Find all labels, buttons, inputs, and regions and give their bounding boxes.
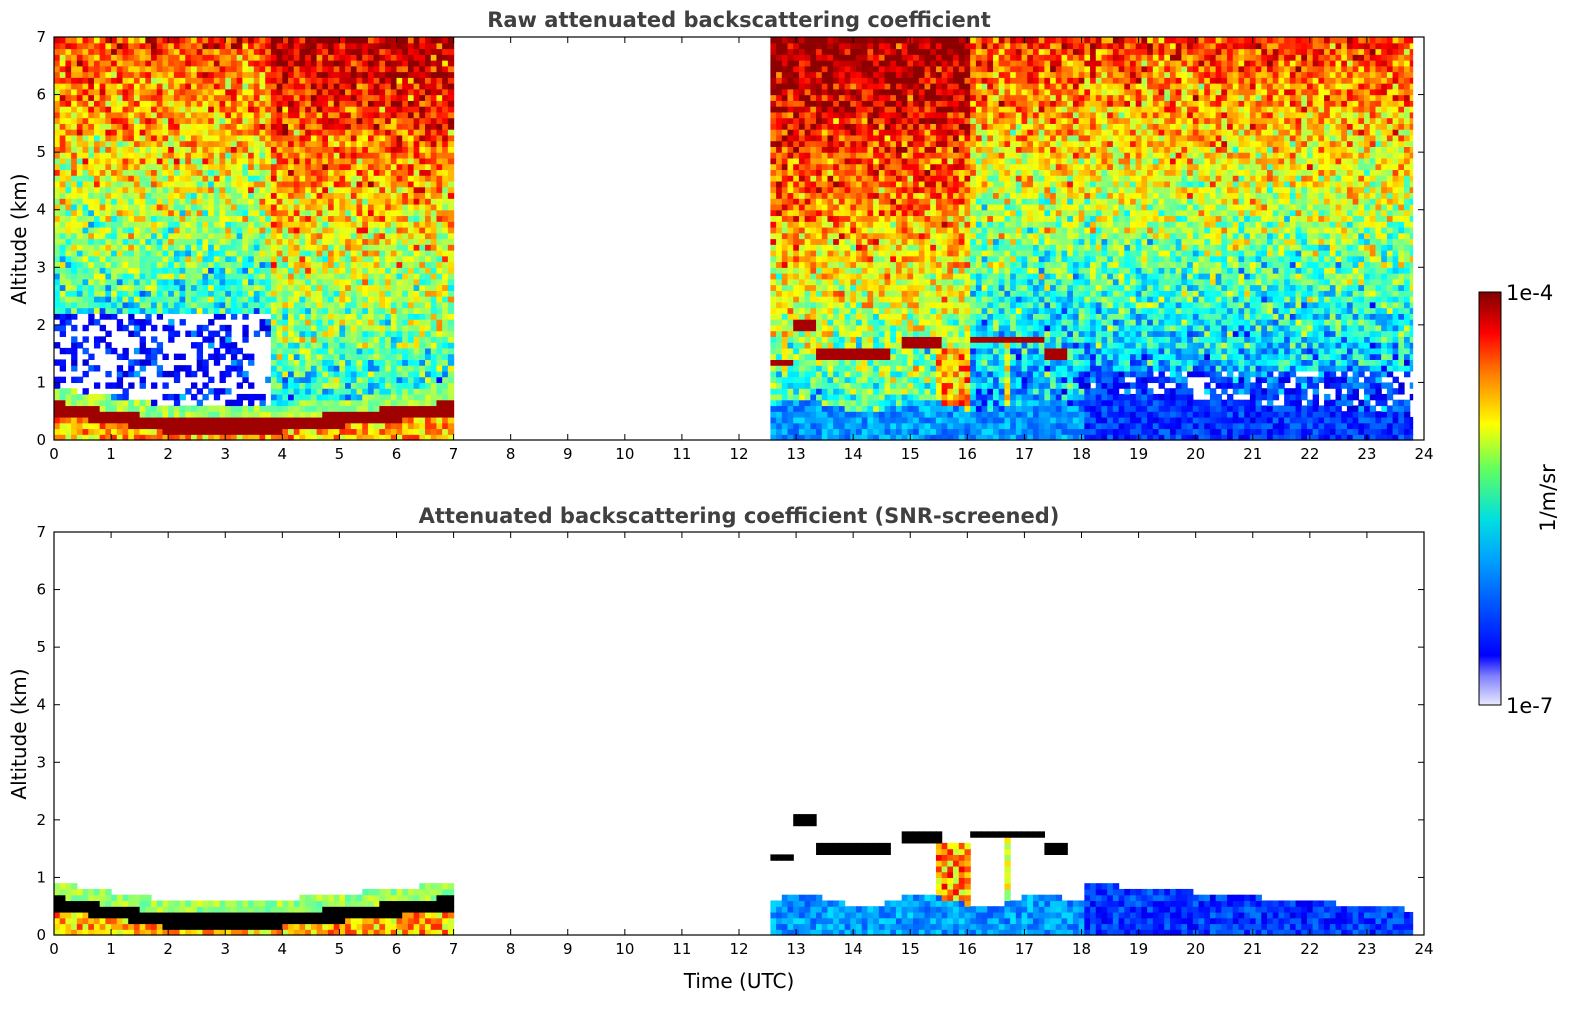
x-tick-label: 17 [1015,940,1034,958]
x-tick-label: 4 [278,445,288,463]
panel-raw: Raw attenuated backscattering coefficien… [7,8,1434,463]
x-tick-label: 8 [506,940,516,958]
x-tick-label: 15 [901,940,920,958]
x-tick-label: 5 [335,445,345,463]
x-tick-label: 10 [615,940,634,958]
x-tick-label: 20 [1186,445,1205,463]
y-tick-label: 4 [36,696,46,714]
y-tick-label: 2 [36,811,46,829]
y-tick-label: 7 [36,28,46,46]
panel-screened-heatmap [54,814,1414,936]
panel-screened-title: Attenuated backscattering coefficient (S… [419,504,1060,528]
x-tick-label: 12 [729,940,748,958]
x-tick-label: 3 [220,940,230,958]
panel-screened-frame [53,531,1425,936]
x-tick-label: 4 [278,940,288,958]
x-tick-label: 5 [335,940,345,958]
x-tick-label: 15 [901,445,920,463]
x-tick-label: 23 [1357,445,1376,463]
panel-screened-y-ticks: 0 1 2 3 4 5 6 7 [36,523,1424,944]
colorbar-unit-label: 1/m/sr [1536,464,1560,532]
y-tick-label: 3 [36,258,46,276]
colorbar: 1e-4 1e-7 1/m/sr [1478,281,1560,718]
y-tick-label: 6 [36,86,46,104]
x-tick-label: 9 [563,940,573,958]
x-tick-label: 9 [563,445,573,463]
x-tick-label: 12 [729,445,748,463]
y-tick-label: 4 [36,201,46,219]
x-tick-label: 0 [49,445,59,463]
panel-screened-y-axis-label: Altitude (km) [7,668,31,799]
x-tick-label: 21 [1243,940,1262,958]
panel-raw-title: Raw attenuated backscattering coefficien… [487,8,991,32]
x-tick-label: 11 [672,445,691,463]
panel-raw-y-ticks: 0 1 2 3 4 5 6 7 [36,28,1424,449]
y-tick-label: 1 [36,868,46,886]
y-tick-label: 0 [36,926,46,944]
x-tick-label: 10 [615,445,634,463]
x-tick-label: 11 [672,940,691,958]
x-tick-label: 1 [106,940,116,958]
x-tick-label: 24 [1414,445,1433,463]
x-tick-label: 16 [958,940,977,958]
panel-screened-x-ticks: 0 1 2 3 4 5 6 7 8 9 10 11 12 13 14 15 16 17 18 19 20 21 22 23 24 [49,532,1434,958]
y-tick-label: 2 [36,316,46,334]
x-tick-label: 14 [844,940,863,958]
panel-screened: Attenuated backscattering coefficient (S… [7,504,1434,993]
panel-raw-heatmap [54,37,1414,441]
x-tick-label: 8 [506,445,516,463]
colorbar-min-label: 1e-7 [1506,694,1553,718]
y-tick-label: 6 [36,581,46,599]
colorbar-gradient [1478,291,1502,706]
x-tick-label: 14 [844,445,863,463]
panel-screened-x-axis-label: Time (UTC) [683,969,795,993]
panel-raw-y-axis-label: Altitude (km) [7,173,31,304]
y-tick-label: 5 [36,638,46,656]
y-tick-label: 7 [36,523,46,541]
x-tick-label: 18 [1072,445,1091,463]
x-tick-label: 18 [1072,940,1091,958]
x-tick-label: 6 [392,445,402,463]
x-tick-label: 21 [1243,445,1262,463]
y-tick-label: 5 [36,143,46,161]
x-tick-label: 2 [163,940,173,958]
x-tick-label: 13 [787,940,806,958]
panel-raw-x-ticks: 0 1 2 3 4 5 6 7 8 9 10 11 12 13 14 15 16 17 18 19 20 21 22 23 24 [49,37,1434,463]
x-tick-label: 16 [958,445,977,463]
x-tick-label: 19 [1129,445,1148,463]
x-tick-label: 7 [449,445,459,463]
x-tick-label: 24 [1414,940,1433,958]
x-tick-label: 22 [1300,940,1319,958]
x-tick-label: 1 [106,445,116,463]
x-tick-label: 19 [1129,940,1148,958]
x-tick-label: 17 [1015,445,1034,463]
x-tick-label: 6 [392,940,402,958]
y-tick-label: 3 [36,753,46,771]
x-tick-label: 3 [220,445,230,463]
y-tick-label: 0 [36,431,46,449]
x-tick-label: 0 [49,940,59,958]
x-tick-label: 20 [1186,940,1205,958]
x-tick-label: 13 [787,445,806,463]
y-tick-label: 1 [36,373,46,391]
colorbar-max-label: 1e-4 [1506,281,1553,305]
x-tick-label: 22 [1300,445,1319,463]
x-tick-label: 23 [1357,940,1376,958]
x-tick-label: 7 [449,940,459,958]
x-tick-label: 2 [163,445,173,463]
